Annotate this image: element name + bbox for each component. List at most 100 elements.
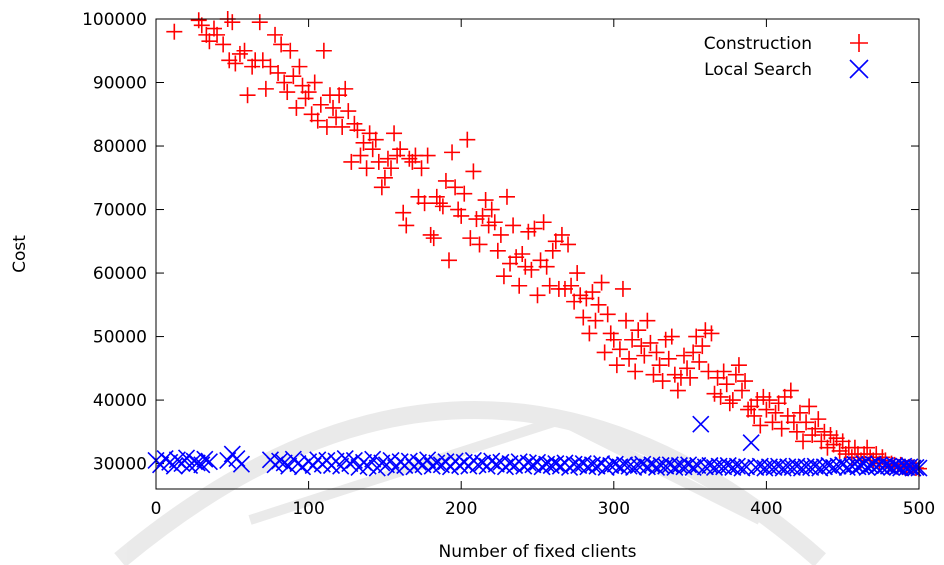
construction-point [262, 58, 279, 75]
construction-point [166, 23, 183, 40]
construction-point [621, 350, 638, 367]
construction-point [575, 309, 592, 326]
construction-point [193, 17, 210, 34]
construction-point [224, 14, 241, 31]
construction-point [669, 382, 686, 399]
construction-point [495, 268, 512, 285]
y-axis-label: Cost [10, 235, 30, 273]
ticks: 0 100 200 300 400 500 30000 40000 50000 60000 7000… [82, 10, 935, 519]
watermark [114, 401, 826, 565]
construction-point [251, 14, 268, 31]
construction-point [529, 287, 546, 304]
construction-point [236, 42, 253, 59]
construction-point [724, 392, 741, 409]
local-search-point [275, 454, 293, 472]
construction-point [334, 118, 351, 135]
construction-point [544, 242, 561, 259]
construction-point [201, 33, 218, 50]
construction-point [782, 382, 799, 399]
construction-point [477, 192, 494, 209]
construction-point [373, 179, 390, 196]
construction-point [291, 58, 308, 75]
plot-frame [155, 18, 920, 490]
construction-point [642, 334, 659, 351]
construction-point [721, 395, 738, 412]
construction-point [349, 122, 366, 139]
construction-point [288, 99, 305, 116]
construction-point [389, 147, 406, 164]
construction-point [584, 284, 601, 301]
construction-point [599, 306, 616, 323]
construction-point [312, 96, 329, 113]
construction-point [541, 277, 558, 294]
construction-point [325, 99, 342, 116]
construction-point [273, 36, 290, 53]
construction-point [602, 325, 619, 342]
construction-point [611, 341, 628, 358]
construction-point [767, 404, 784, 421]
construction-point [462, 230, 479, 247]
construction-point [392, 141, 409, 158]
legend-plus-icon [850, 34, 868, 52]
construction-point [279, 84, 296, 101]
construction-point [340, 103, 357, 120]
construction-point [404, 153, 421, 170]
local-search-point [907, 458, 925, 476]
construction-point [682, 369, 699, 386]
construction-point [730, 357, 747, 374]
construction-point [593, 274, 610, 291]
construction-point [227, 55, 244, 72]
construction-point [618, 312, 635, 329]
construction-point [450, 201, 467, 218]
construction-point [761, 392, 778, 409]
construction-point [718, 376, 735, 393]
construction-point [459, 131, 476, 148]
construction-point [413, 160, 430, 177]
construction-point [746, 407, 763, 424]
construction-point [633, 338, 650, 355]
construction-point [447, 179, 464, 196]
construction-point [474, 207, 491, 224]
x-tick-label: 200 [445, 499, 477, 519]
construction-point [285, 68, 302, 85]
construction-point [309, 112, 326, 129]
construction-point [379, 150, 396, 167]
construction-point [563, 277, 580, 294]
construction-point [297, 90, 314, 107]
construction-point [215, 36, 232, 53]
construction-point [209, 26, 226, 43]
construction-point [654, 373, 671, 390]
construction-point [364, 141, 381, 158]
construction-point [355, 134, 372, 151]
construction-point [700, 363, 717, 380]
construction-point [440, 252, 457, 269]
local-search-point [364, 450, 382, 468]
construction-point [352, 147, 369, 164]
local-search-point [692, 415, 710, 433]
data-points [147, 11, 928, 477]
construction-point [859, 439, 876, 456]
legend-x-icon [849, 59, 869, 79]
construction-point [437, 172, 454, 189]
construction-point [444, 144, 461, 161]
construction-point [605, 331, 622, 348]
y-tick-label: 50000 [93, 328, 147, 348]
construction-point [798, 414, 815, 431]
construction-point [715, 363, 732, 380]
construction-point [419, 147, 436, 164]
construction-point [788, 423, 805, 440]
local-search-point [597, 458, 615, 476]
construction-point [733, 382, 750, 399]
construction-point [453, 207, 470, 224]
construction-point [810, 411, 827, 428]
legend-marker-local-search [849, 59, 869, 79]
construction-point [422, 226, 439, 243]
construction-point [807, 420, 824, 437]
construction-point [358, 160, 375, 177]
x-tick-label: 400 [750, 499, 782, 519]
y-tick-label: 60000 [93, 264, 147, 284]
construction-point [538, 258, 555, 275]
construction-point [370, 153, 387, 170]
construction-point [318, 118, 335, 135]
y-tick-label: 70000 [93, 201, 147, 221]
